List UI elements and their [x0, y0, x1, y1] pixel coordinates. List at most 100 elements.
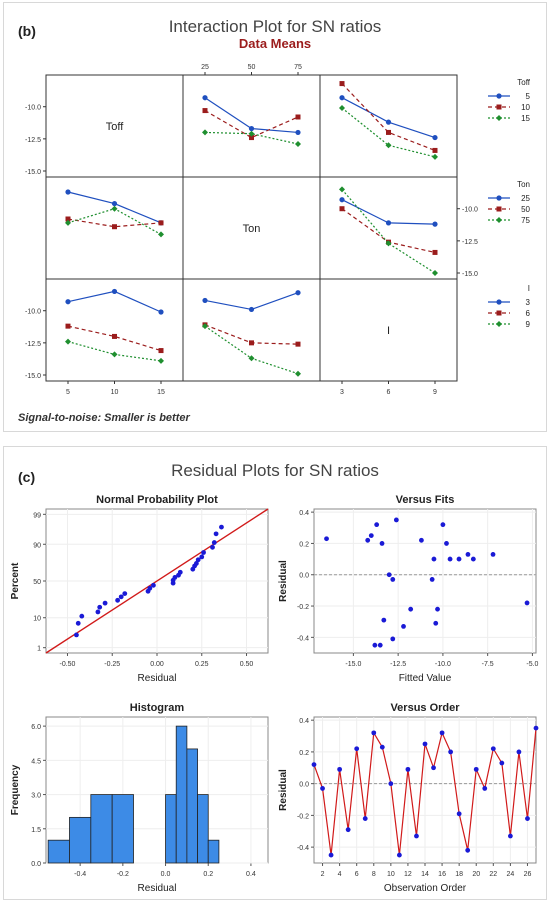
- interaction-point-circle: [295, 290, 301, 296]
- legend-title: Ton: [517, 180, 530, 189]
- y-tick-label: -12.5: [25, 341, 41, 348]
- y-tick-label: -15.0: [462, 271, 478, 278]
- y-tick-label: 6.0: [31, 724, 41, 731]
- x-tick-label: 4: [338, 871, 342, 878]
- legend-title: Toff: [517, 78, 531, 87]
- interaction-point-circle: [158, 309, 164, 315]
- interaction-point-square: [112, 333, 117, 339]
- x-tick-label: -5.0: [526, 661, 538, 668]
- interaction-point-square: [386, 129, 391, 135]
- x-tick-label: -12.5: [390, 661, 406, 668]
- fits-point: [377, 642, 383, 648]
- x-tick-label: 0.25: [195, 661, 209, 668]
- interaction-plot-svg: Toff Ton I -10.0 -12.5 -15.0 -10.0 -12.5 -15.0 -1…: [25, 64, 531, 396]
- order-point: [345, 827, 351, 833]
- residual-plots-svg: Normal Probability Plot Residual Percent -0…: [10, 494, 539, 894]
- histogram-bar: [197, 794, 209, 864]
- y-tick-label: -10.0: [462, 207, 478, 214]
- probability-point: [97, 604, 103, 610]
- order-point: [482, 786, 488, 791]
- y-tick-label: -12.5: [25, 137, 41, 144]
- interaction-point-diamond: [202, 323, 208, 330]
- probability-point: [122, 591, 128, 596]
- x-tick-label: 3: [340, 389, 344, 396]
- probability-point: [95, 609, 101, 615]
- interaction-point-square: [112, 224, 117, 230]
- interaction-point-diamond: [295, 370, 301, 377]
- fits-point: [365, 537, 371, 543]
- fits-point: [386, 572, 392, 578]
- order-point: [525, 816, 530, 821]
- x-tick-label: 12: [404, 871, 412, 878]
- y-tick-label: 90: [33, 542, 41, 549]
- legend-marker-circle: [496, 299, 502, 305]
- fits-point: [431, 556, 437, 562]
- interaction-series-line: [341, 189, 436, 274]
- y-axis-label: Residual: [278, 769, 289, 811]
- y-tick-label: 99: [33, 512, 41, 519]
- order-point: [328, 852, 334, 858]
- interaction-point-square: [432, 147, 438, 153]
- interaction-point-diamond: [65, 219, 71, 226]
- fits-point: [490, 551, 496, 557]
- x-tick-label: -0.25: [104, 661, 120, 668]
- y-tick-label: 1: [37, 646, 41, 653]
- interaction-point-diamond: [158, 357, 164, 364]
- y-axis-label: Percent: [10, 562, 21, 599]
- x-tick-label: 25: [201, 64, 209, 71]
- interaction-series-line: [67, 325, 162, 352]
- subplot-frame: [313, 508, 537, 654]
- interaction-plot-title: Interaction Plot for SN ratios: [168, 17, 382, 36]
- probability-point: [201, 550, 206, 555]
- legend-marker-square: [496, 104, 502, 110]
- legend-marker-diamond: [496, 321, 502, 327]
- fits-point: [390, 577, 396, 582]
- x-axis-label: Residual: [138, 673, 177, 684]
- residual-plots-title: Residual Plots for SN ratios: [171, 461, 379, 480]
- interaction-point-diamond: [248, 355, 255, 362]
- order-point: [414, 833, 419, 839]
- fits-point: [433, 620, 439, 626]
- y-axis-label: Frequency: [10, 764, 21, 815]
- interaction-point-circle: [65, 299, 71, 305]
- interaction-point-diamond: [111, 351, 118, 358]
- y-tick-label: -0.2: [297, 604, 309, 611]
- y-tick-label: -15.0: [25, 373, 41, 380]
- legend-marker-circle: [496, 93, 502, 99]
- x-tick-label: -0.50: [59, 661, 75, 668]
- y-tick-label: -15.0: [25, 169, 41, 176]
- x-tick-label: -15.0: [345, 661, 361, 668]
- x-axis-label: Fitted Value: [399, 673, 452, 684]
- interaction-point-circle: [65, 189, 71, 195]
- probability-point: [193, 561, 199, 566]
- subplot-title: Histogram: [130, 702, 185, 714]
- x-axis-label: Residual: [138, 883, 177, 894]
- order-point: [490, 746, 496, 752]
- legend-marker-diamond: [496, 115, 502, 121]
- interaction-point-square: [65, 216, 71, 222]
- interaction-point-diamond: [432, 153, 438, 160]
- factor-name-label: Ton: [243, 223, 261, 235]
- y-tick-label: 0.4: [299, 718, 309, 725]
- x-tick-label: 15: [157, 389, 165, 396]
- fits-point: [368, 533, 374, 539]
- order-point: [516, 749, 522, 755]
- fits-point: [524, 600, 530, 606]
- order-point: [448, 749, 454, 755]
- fits-point: [401, 623, 406, 629]
- histogram-bar: [165, 794, 177, 864]
- y-tick-label: 0.4: [299, 510, 309, 517]
- y-axis-label: Residual: [278, 560, 289, 602]
- interaction-point-circle: [432, 221, 438, 227]
- legend-marker-square: [496, 310, 502, 316]
- probability-point: [172, 575, 178, 580]
- histogram-bar: [186, 748, 198, 864]
- interaction-point-diamond: [248, 130, 255, 137]
- x-tick-label: 8: [372, 871, 376, 878]
- x-tick-label: 0.50: [240, 661, 254, 668]
- probability-point: [211, 540, 217, 545]
- fits-point: [456, 556, 462, 562]
- legend-entry-label: 10: [521, 103, 530, 112]
- legend-entry-label: 6: [526, 309, 531, 318]
